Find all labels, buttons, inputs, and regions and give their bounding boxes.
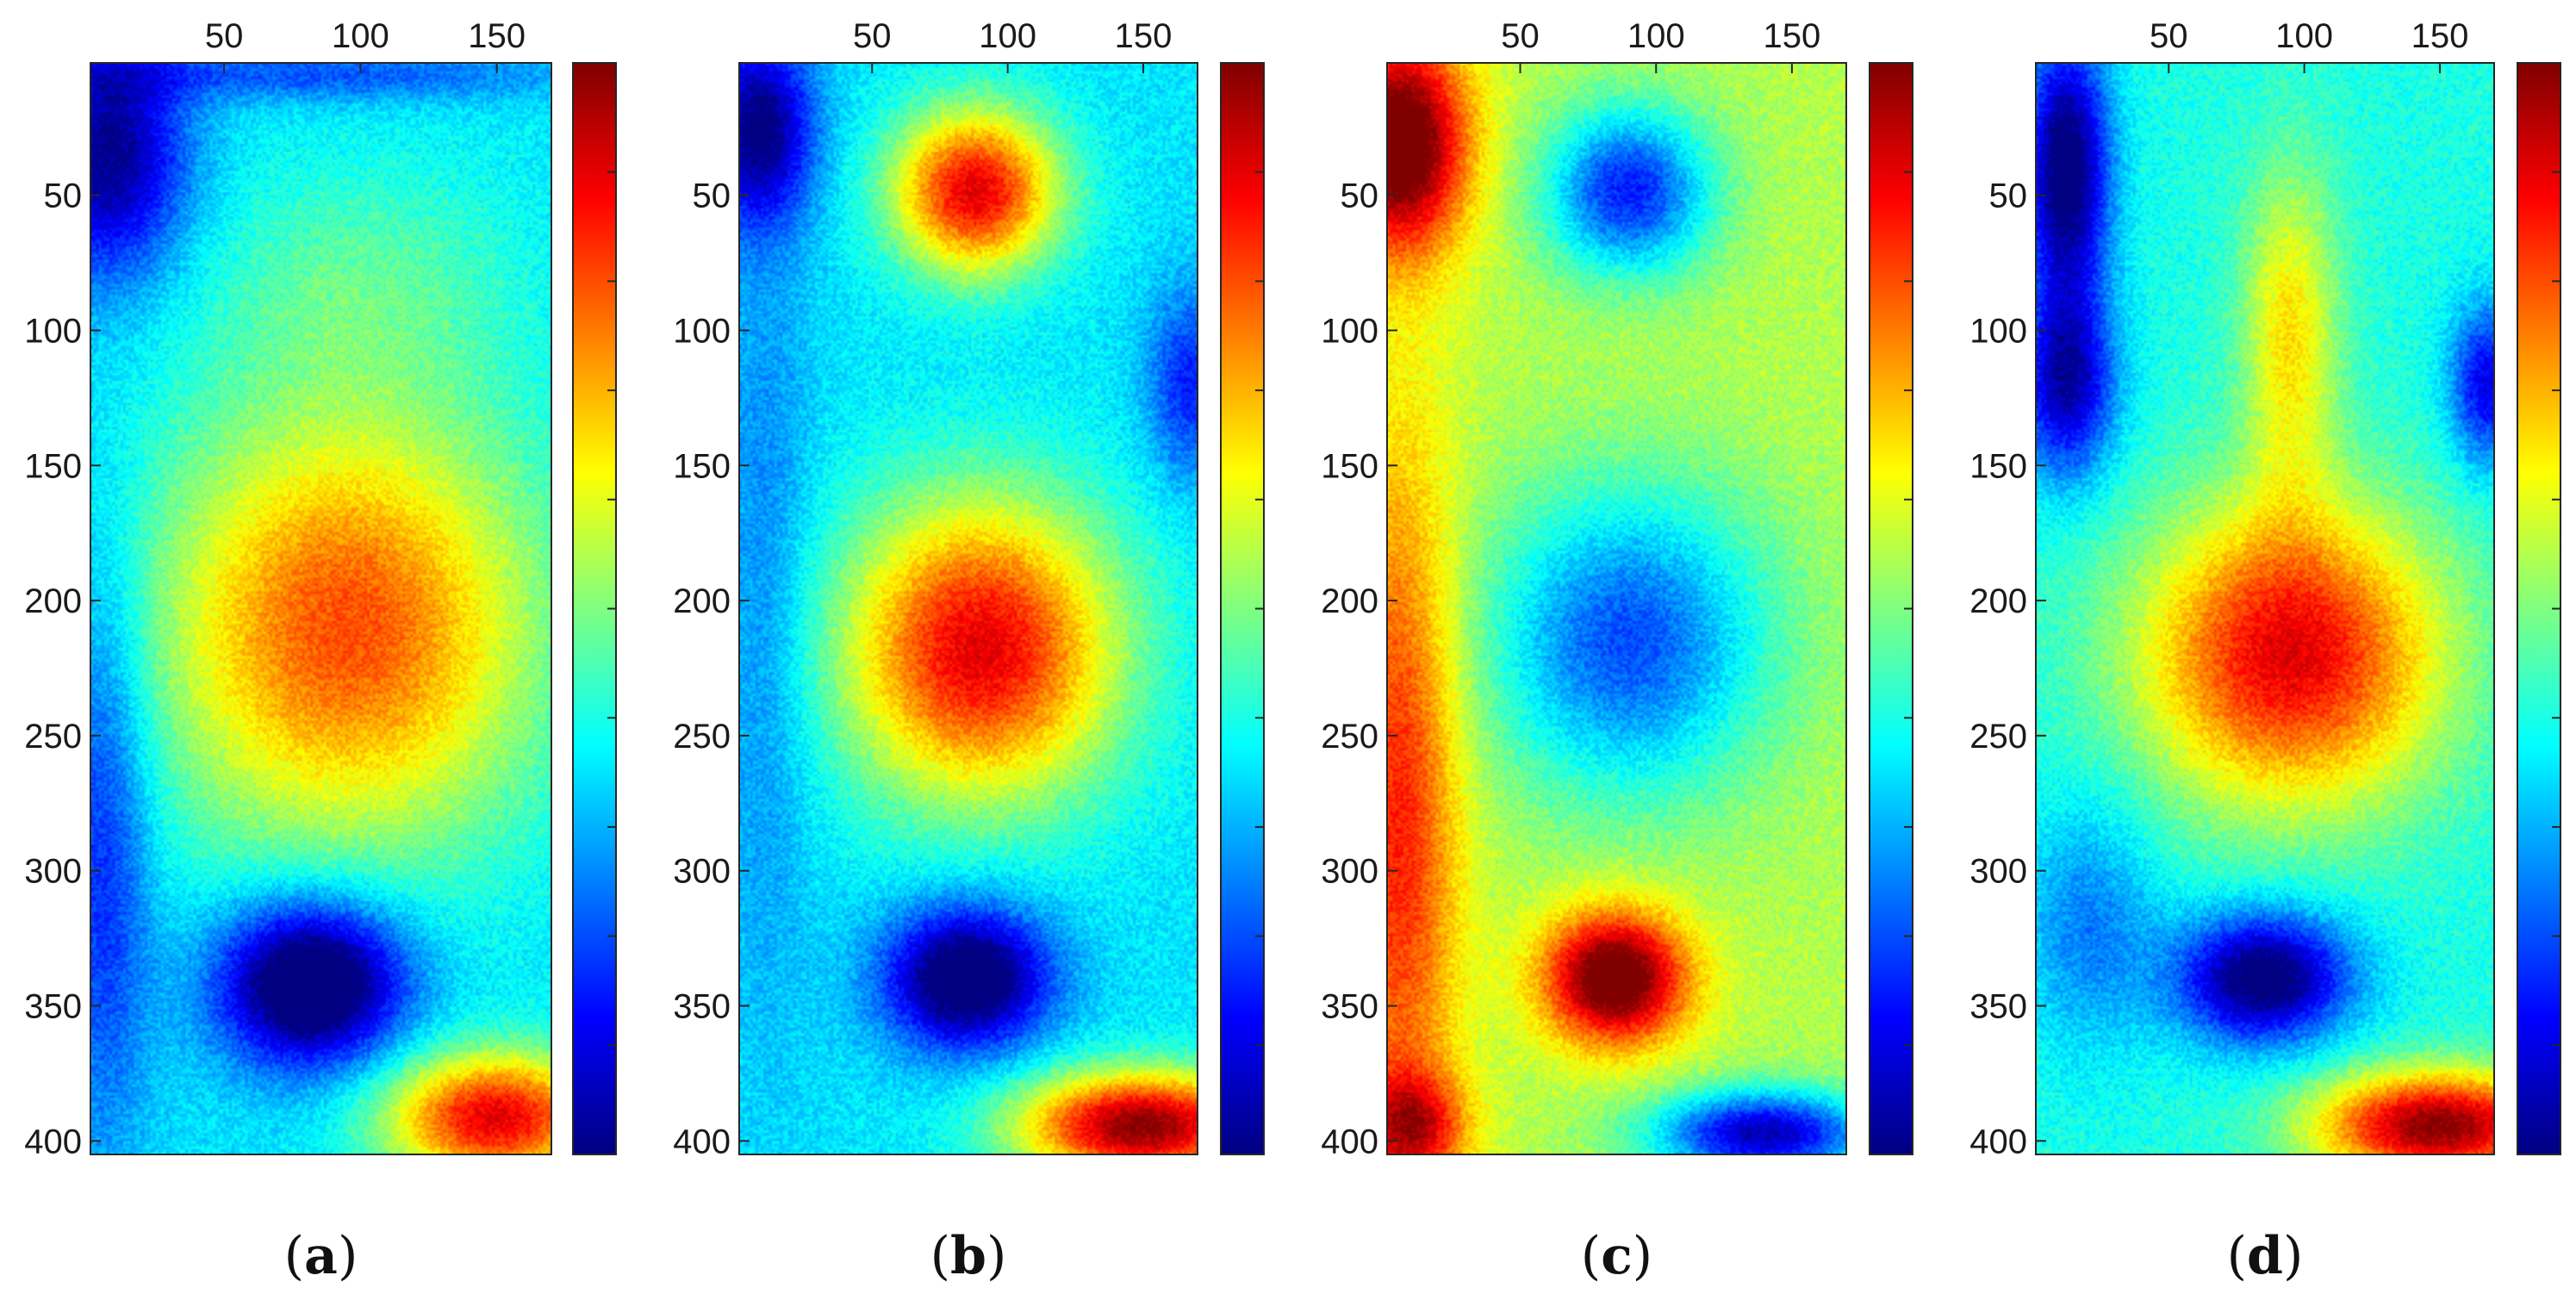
y-tick-label: 350 [1321, 988, 1378, 1026]
y-tick-label: 50 [693, 177, 731, 215]
y-tick-label: 150 [673, 447, 731, 485]
plot-frame [2035, 62, 2495, 1155]
y-tick-label: 100 [673, 312, 731, 350]
y-tick-label: 350 [673, 988, 731, 1026]
heatmap-image-b [739, 63, 1198, 1154]
y-tick-label: 200 [1321, 582, 1378, 620]
y-tick-label: 300 [24, 853, 82, 891]
y-tick-label: 200 [24, 582, 82, 620]
plot-frame [738, 62, 1198, 1155]
x-tick-label: 150 [468, 17, 526, 55]
y-tick-label: 100 [1321, 312, 1378, 350]
x-tick-label: 150 [2411, 17, 2469, 55]
heatmap-image-d [2036, 63, 2494, 1154]
x-tick-label: 150 [1115, 17, 1173, 55]
y-tick-label: 50 [44, 177, 83, 215]
x-tick-label: 50 [2150, 17, 2188, 55]
panel-a: 50 100 150 50 100 150 200 250 300 350 400 (a) [24, 17, 617, 1286]
x-tick-label: 50 [853, 17, 892, 55]
y-tick-label: 400 [1321, 1123, 1378, 1160]
panel-caption: (b) [930, 1226, 1007, 1286]
heatmap-panels: 50 100 150 50 100 150 200 250 300 350 400 (a) 50 100 1… [24, 17, 2561, 1286]
panel-caption: (a) [284, 1226, 358, 1286]
y-tick-label: 300 [1969, 853, 2027, 891]
x-tick-label: 50 [205, 17, 244, 55]
y-tick-label: 250 [24, 718, 82, 756]
y-tick-label: 150 [1969, 447, 2027, 485]
y-tick-label: 100 [1969, 312, 2027, 350]
panel-caption: (c) [1581, 1226, 1652, 1286]
y-tick-label: 350 [1969, 988, 2027, 1026]
y-tick-label: 400 [1969, 1123, 2027, 1160]
plot-frame [1386, 62, 1847, 1155]
panel-d: 50 100 150 50 100 150 200 250 300 350 400 (d) [1969, 17, 2561, 1286]
y-tick-label: 350 [24, 988, 82, 1026]
heatmap-image-c [1387, 63, 1846, 1154]
y-tick-label: 200 [673, 582, 731, 620]
y-tick-label: 400 [673, 1123, 731, 1160]
x-tick-label: 100 [2275, 17, 2333, 55]
y-tick-label: 300 [1321, 853, 1378, 891]
y-tick-label: 200 [1969, 582, 2027, 620]
y-tick-label: 250 [673, 718, 731, 756]
panel-b: 50 100 150 50 100 150 200 250 300 350 400 (b) [673, 17, 1265, 1286]
x-tick-label: 100 [979, 17, 1036, 55]
x-tick-label: 150 [1764, 17, 1821, 55]
y-tick-label: 300 [673, 853, 731, 891]
y-tick-label: 150 [24, 447, 82, 485]
y-tick-label: 150 [1321, 447, 1378, 485]
y-tick-label: 50 [1341, 177, 1379, 215]
heatmap-image-a [90, 63, 551, 1154]
y-tick-label: 400 [24, 1123, 82, 1160]
plot-frame [90, 62, 552, 1155]
x-tick-label: 100 [1627, 17, 1685, 55]
x-tick-label: 50 [1501, 17, 1540, 55]
x-tick-label: 100 [332, 17, 389, 55]
panel-c: 50 100 150 50 100 150 200 250 300 350 400 (c) [1321, 17, 1913, 1286]
y-tick-label: 50 [1989, 177, 2028, 215]
y-tick-label: 250 [1969, 718, 2027, 756]
panel-caption: (d) [2227, 1226, 2304, 1286]
y-tick-label: 100 [24, 312, 82, 350]
y-tick-label: 250 [1321, 718, 1378, 756]
